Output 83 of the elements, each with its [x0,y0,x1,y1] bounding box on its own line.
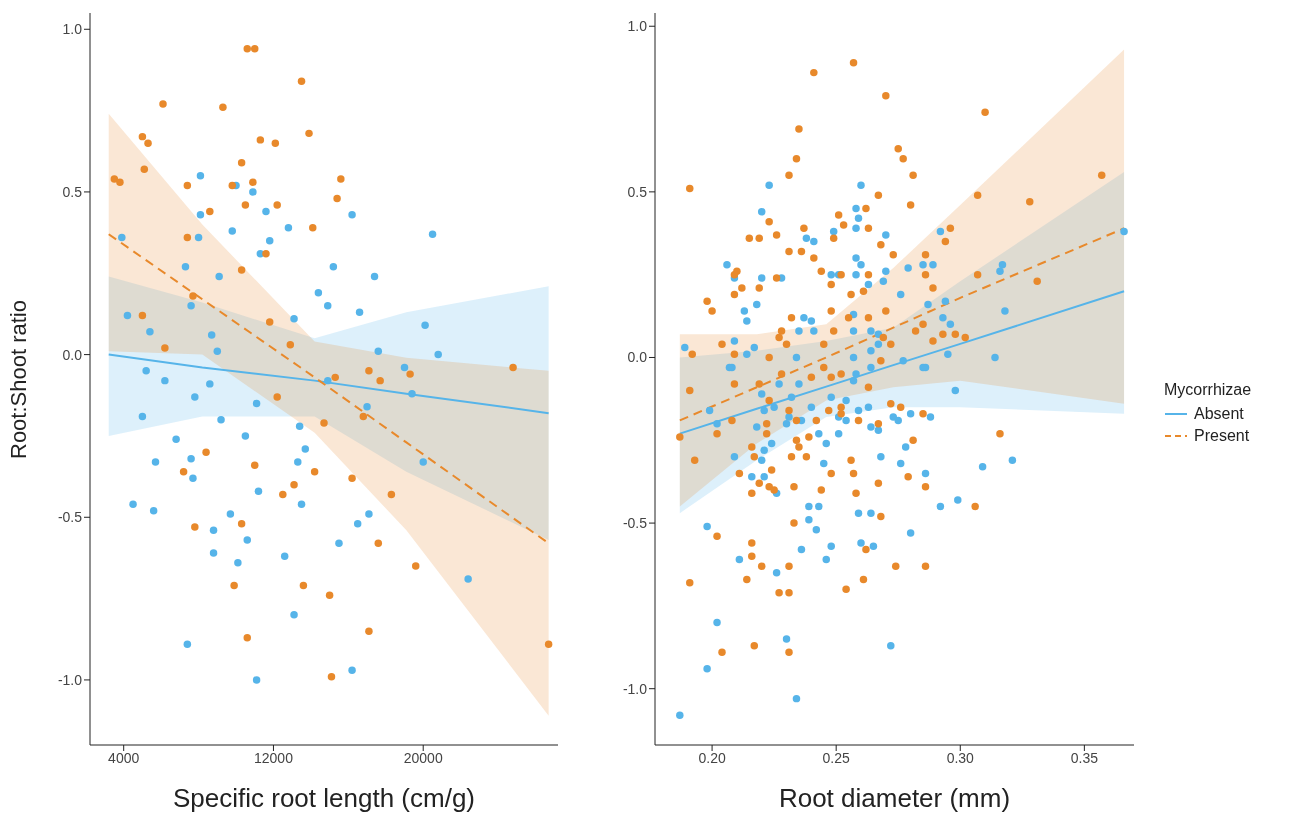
y-tick-label: 0.0 [627,349,648,366]
point [243,633,251,642]
point [228,181,237,190]
point [411,562,420,570]
point [183,233,192,242]
point [230,581,238,590]
point [376,376,384,385]
point [191,523,199,531]
point [348,474,356,482]
point [310,467,319,476]
line-series [678,227,1126,422]
point [202,448,210,456]
point [138,132,147,141]
point [273,393,281,401]
point [286,341,295,349]
legend-label: Absent [1194,405,1244,423]
y-tick-label: 1.0 [627,18,648,35]
y-tick-label: -1.0 [622,680,648,697]
legend-label: Present [1194,427,1250,445]
point [374,539,383,548]
point [309,223,317,232]
point [243,45,251,53]
x-tick-label: 12000 [253,749,294,766]
x-tick-label: 4000 [108,749,140,766]
point [144,139,152,147]
point [320,419,328,427]
point [237,520,246,528]
point [219,103,227,112]
point [256,136,265,144]
point [544,640,553,648]
point [183,181,192,190]
point [262,250,270,258]
point [406,370,414,378]
y-axis-title: Root:Shoot ratio [5,300,31,459]
point [331,373,339,382]
point [189,292,197,300]
y-tick-label: 1.0 [62,21,83,38]
y-tick-label: 0.5 [627,183,648,200]
point [140,165,149,173]
y-tick-label: 0.5 [62,183,83,200]
y-tick-label: -0.5 [57,509,83,526]
point [138,311,147,320]
x-axis-title: Specific root length (cm/g) [172,783,476,813]
point [265,318,274,326]
point [250,461,259,469]
point [365,627,373,635]
y-tick-label: -1.0 [57,671,83,688]
point [241,201,250,209]
x-axis-title: Root diameter (mm) [778,783,1011,813]
x-tick-label: 0.20 [698,749,726,766]
point [273,201,281,209]
line-series [107,353,550,415]
point [116,178,124,186]
point [299,581,308,590]
point [297,77,306,86]
point [509,363,517,372]
x-tick-label: 20000 [403,749,443,766]
point [279,490,287,499]
point [250,45,259,53]
point [333,194,341,203]
point [290,481,298,489]
point [327,672,336,681]
point [325,591,334,600]
y-tick-label: -0.5 [622,515,648,532]
point [110,175,119,183]
point [179,467,188,476]
point [159,100,167,108]
point [337,175,345,183]
point [237,266,246,274]
x-tick-label: 0.30 [946,749,975,766]
point [249,178,257,186]
y-tick-label: 0.0 [62,346,83,363]
x-tick-label: 0.35 [1070,749,1099,766]
point [359,412,368,421]
x-tick-label: 0.25 [822,749,851,766]
legend-title: Mycorrhizae [1164,381,1253,399]
point [237,158,246,167]
point [365,367,373,375]
point [271,139,280,147]
point [387,490,396,499]
point [161,344,169,352]
point [206,207,214,216]
point [305,129,313,138]
